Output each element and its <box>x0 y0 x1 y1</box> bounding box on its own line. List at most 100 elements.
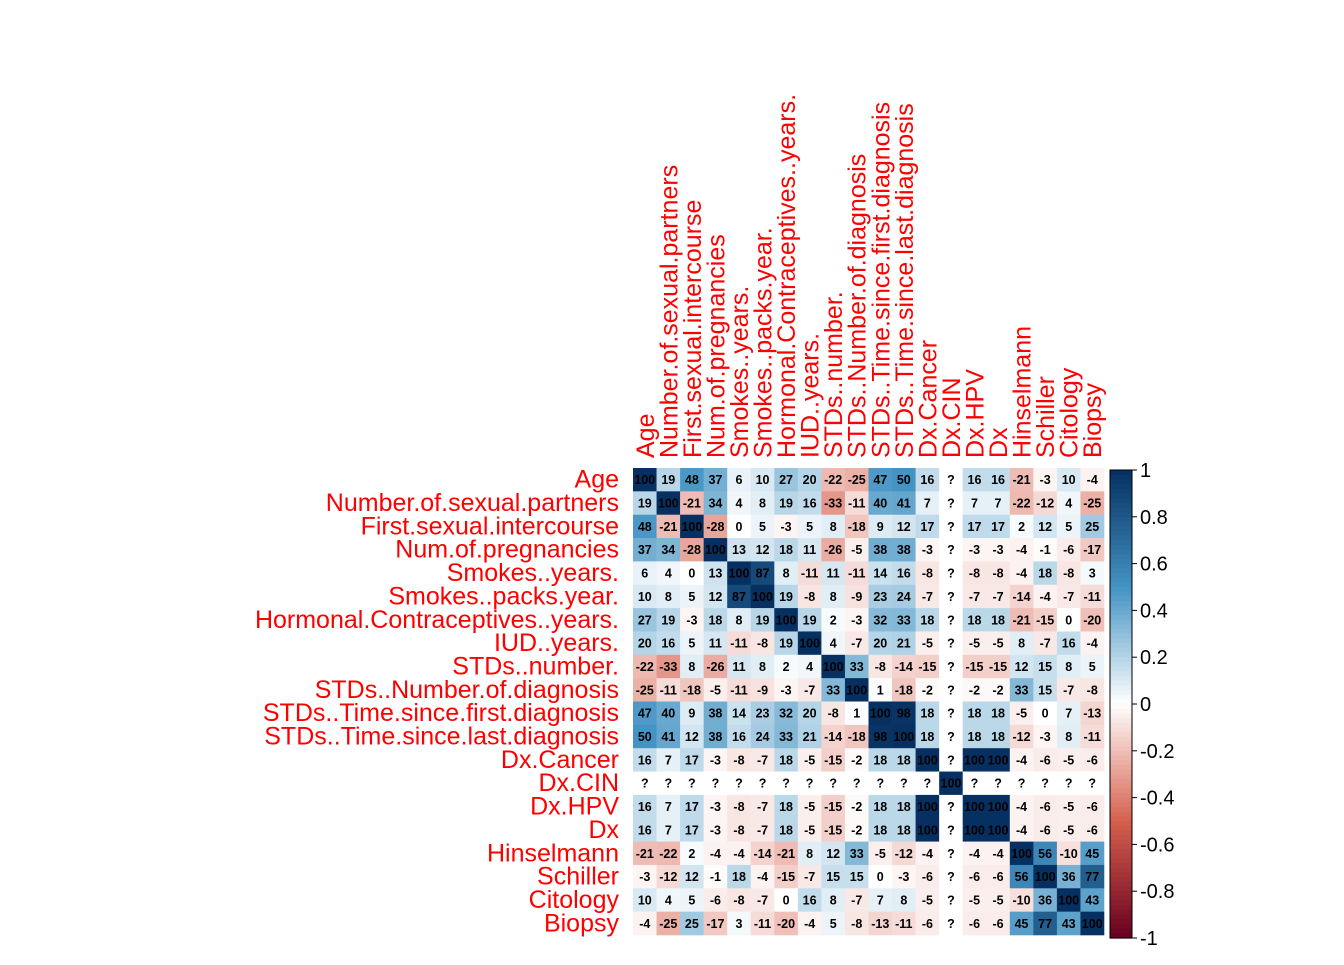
cell-value-label: -3 <box>851 613 862 627</box>
heatmap-cell <box>962 818 987 842</box>
cell-value-label: -3 <box>710 823 721 837</box>
colorbar-swatch <box>1110 610 1132 616</box>
cell-value-label: 0 <box>877 870 884 884</box>
cell-value-label: 14 <box>873 567 887 581</box>
heatmap-cell <box>844 771 869 796</box>
cell-value-label: -5 <box>804 800 815 814</box>
heatmap-cell <box>868 724 893 749</box>
heatmap-cell <box>1080 818 1105 842</box>
heatmap-cell <box>633 794 657 819</box>
heatmap-cell <box>1033 491 1058 515</box>
heatmap-cell <box>1009 888 1034 912</box>
heatmap-cell <box>939 561 963 586</box>
cell-value-label: 17 <box>920 520 934 534</box>
heatmap-cell <box>1033 631 1058 656</box>
column-label: Hinselmann <box>1009 326 1037 458</box>
cell-value-label: -11 <box>730 637 747 651</box>
heatmap-cell <box>915 771 940 796</box>
heatmap-cell <box>1056 748 1081 772</box>
cell-value-label: -28 <box>706 520 724 534</box>
cell-value-label: -15 <box>777 870 795 884</box>
heatmap-cell <box>892 561 916 586</box>
heatmap-cell <box>774 841 799 866</box>
column-label: Biopsy <box>1079 382 1107 458</box>
heatmap-cell <box>797 584 822 609</box>
heatmap-cell <box>868 561 893 586</box>
cell-value-label: ? <box>947 893 955 907</box>
heatmap-cell <box>633 911 657 936</box>
heatmap-cell <box>797 678 822 702</box>
cell-value-label: -6 <box>969 870 980 884</box>
cell-value-label: 7 <box>665 823 672 837</box>
heatmap-cell <box>1009 468 1034 492</box>
heatmap-cell <box>703 561 728 586</box>
heatmap-cell <box>656 794 681 819</box>
cell-value-label: ? <box>829 777 837 791</box>
heatmap-cell <box>1080 561 1105 586</box>
cell-value-label: -7 <box>969 590 980 604</box>
cell-value-label: 50 <box>897 473 911 487</box>
heatmap-cell <box>986 888 1011 912</box>
cell-value-label: 16 <box>638 800 652 814</box>
cell-value-label: -7 <box>804 870 815 884</box>
heatmap-cell <box>986 514 1011 539</box>
cell-value-label: 100 <box>917 823 938 837</box>
heatmap-cell <box>844 888 869 912</box>
heatmap-cell <box>821 748 846 772</box>
cell-value-label: -7 <box>1040 637 1051 651</box>
cell-value-label: 100 <box>964 823 985 837</box>
cell-value-label: 15 <box>1038 660 1052 674</box>
cell-value-label: -20 <box>777 917 795 931</box>
cell-value-label: -8 <box>875 660 886 674</box>
column-label: Smokes..years. <box>726 286 754 458</box>
colorbar-swatch <box>1110 741 1132 747</box>
cell-value-label: 7 <box>665 800 672 814</box>
column-label: Age <box>632 414 660 458</box>
cell-value-label: 8 <box>736 613 743 627</box>
cell-value-label: -3 <box>969 543 980 557</box>
heatmap-cell <box>1080 888 1105 912</box>
cell-value-label: -4 <box>1016 543 1027 557</box>
heatmap-cell <box>633 724 657 749</box>
heatmap-cell <box>656 841 681 866</box>
column-labels: AgeNumber.of.sexual.partnersFirst.sexual… <box>632 94 1107 458</box>
heatmap-cell <box>962 678 987 702</box>
cell-value-label: 41 <box>661 730 675 744</box>
column-label: Hormonal.Contraceptives..years. <box>773 94 801 458</box>
heatmap-cell <box>844 794 869 819</box>
cell-value-label: 2 <box>783 660 790 674</box>
row-label: STDs..Number.of.diagnosis <box>315 676 619 704</box>
colorbar-swatch <box>1110 661 1132 668</box>
heatmap-cell <box>939 794 963 819</box>
cell-value-label: ? <box>947 567 955 581</box>
colorbar-swatch <box>1110 736 1132 743</box>
heatmap-cell <box>939 631 963 656</box>
cell-value-labels: 100 19 48 37 6 10 27 20 -22 -25 47 50 16? 16 16 -21 -3 10… <box>634 473 1102 931</box>
cell-value-label: -22 <box>636 660 654 674</box>
colorbar-swatch <box>1110 905 1132 911</box>
heatmap-cell <box>680 631 704 656</box>
cell-value-label: -15 <box>1036 613 1054 627</box>
heatmap-cell <box>1056 491 1081 515</box>
colorbar-swatch <box>1110 549 1132 555</box>
colorbar-swatch <box>1110 572 1132 579</box>
cell-value-label: ? <box>641 777 649 791</box>
heatmap-cell <box>868 701 893 726</box>
cell-value-label: ? <box>947 730 955 744</box>
heatmap-cell <box>986 864 1011 889</box>
heatmap-cell <box>844 608 869 632</box>
heatmap-cell <box>703 468 728 492</box>
cell-value-label: 100 <box>941 777 962 791</box>
colorbar-swatch <box>1110 881 1132 888</box>
heatmap-cell <box>939 538 963 562</box>
cell-value-label: -22 <box>824 473 842 487</box>
cell-value-label: ? <box>947 473 955 487</box>
heatmap-cell <box>703 818 728 842</box>
cell-value-label: -25 <box>848 473 866 487</box>
heatmap-cell <box>1056 911 1081 936</box>
heatmap-cell <box>844 724 869 749</box>
cell-value-label: -4 <box>1016 800 1027 814</box>
heatmap-cell <box>797 794 822 819</box>
cell-value-label: 0 <box>736 520 743 534</box>
